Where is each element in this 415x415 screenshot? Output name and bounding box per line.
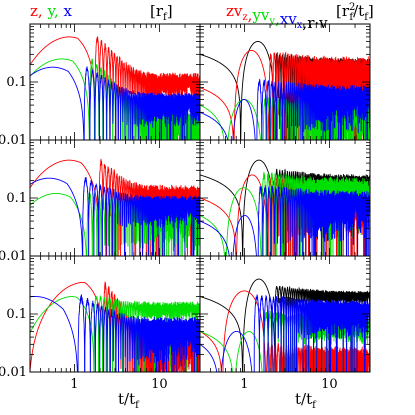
unit-sup: 2 (349, 2, 355, 13)
title-sub: x (297, 20, 303, 31)
series-line-y (200, 172, 370, 256)
unit: [r (150, 2, 164, 20)
y-tick-label: 0.01 (0, 365, 27, 380)
panel-0-1 (199, 23, 371, 141)
y-tick-label: 0.1 (6, 191, 27, 206)
x-axis-label-right: t/tf (295, 390, 317, 411)
panel-ticks (29, 139, 201, 257)
left-panel-units: [rf] (150, 2, 173, 23)
panel-curves (30, 281, 200, 372)
x-tick-label: 1 (240, 377, 248, 392)
series-line-x (30, 66, 200, 140)
title-part: , (54, 2, 64, 20)
panel-2-1 (199, 255, 371, 373)
panel-1-1 (199, 139, 371, 257)
title-part: xv (280, 10, 297, 28)
x-tick-label: 10 (321, 377, 338, 392)
panel-curves (200, 41, 370, 140)
title-part: , (275, 10, 280, 28)
title-part: , (248, 6, 253, 24)
title-sub: y (268, 16, 275, 27)
y-tick-label: 0.1 (6, 75, 27, 90)
panel-ticks (199, 139, 371, 257)
series-line-x (200, 78, 370, 140)
y-tick-label: 0.01 (0, 249, 27, 264)
x-axis-label-left: t/tf (118, 390, 140, 411)
xlabel-base: t/t (295, 390, 312, 408)
right-panel-title: zvz,yvy,xvx,r·v (226, 2, 328, 32)
panel-curves (200, 159, 370, 256)
xlabel-base: t/t (118, 390, 135, 408)
series-line-z (30, 35, 200, 140)
series-line-z (200, 290, 370, 372)
panel-1-0 (29, 139, 201, 257)
series-line-rv (200, 278, 370, 372)
series-line-x (30, 294, 200, 372)
panel-curves (30, 158, 200, 256)
panel-curves (200, 278, 370, 372)
panel-0-0 (29, 23, 201, 141)
series-line-x (200, 185, 370, 256)
title-part: r·v (307, 14, 328, 32)
unit: [r (336, 2, 350, 20)
unit-sub: f (349, 12, 354, 23)
panel-curves (30, 35, 200, 140)
y-tick-label: 0.01 (0, 133, 27, 148)
unit: ] (368, 2, 374, 20)
right-panel-units: [r2 f/tf] (336, 2, 374, 23)
title-sub: z (242, 12, 247, 23)
title-part: yv (251, 6, 269, 24)
y-tick-labels: 0.01 0.1 0.01 0.1 0.01 0.1 (0, 75, 27, 380)
panel-ticks (199, 23, 371, 141)
xlabel-sub: f (312, 400, 317, 411)
title-part: z (30, 2, 38, 20)
series-line-x (30, 176, 200, 256)
unit-sub: f (163, 12, 168, 23)
title-part: , (302, 14, 307, 32)
xlabel-sub: f (135, 400, 140, 411)
unit-sub: f (364, 12, 369, 23)
title-part: zv (226, 2, 243, 20)
title-part: , (38, 2, 48, 20)
unit: /t (353, 2, 364, 20)
panel-2-0 (29, 255, 201, 373)
x-tick-label: 10 (151, 377, 168, 392)
title-part: y (46, 2, 56, 20)
title-part: x (63, 2, 72, 20)
left-panel-title: z, y, x (30, 2, 72, 20)
series-line-z (30, 158, 200, 256)
panel-ticks (29, 255, 201, 373)
y-tick-label: 0.1 (6, 307, 27, 322)
x-tick-labels: 1 10 1 10 (70, 377, 337, 392)
x-tick-label: 1 (70, 377, 78, 392)
series-line-x (200, 294, 370, 372)
unit: ] (167, 2, 173, 20)
panel-ticks (199, 255, 371, 373)
panel-grid (29, 23, 371, 373)
